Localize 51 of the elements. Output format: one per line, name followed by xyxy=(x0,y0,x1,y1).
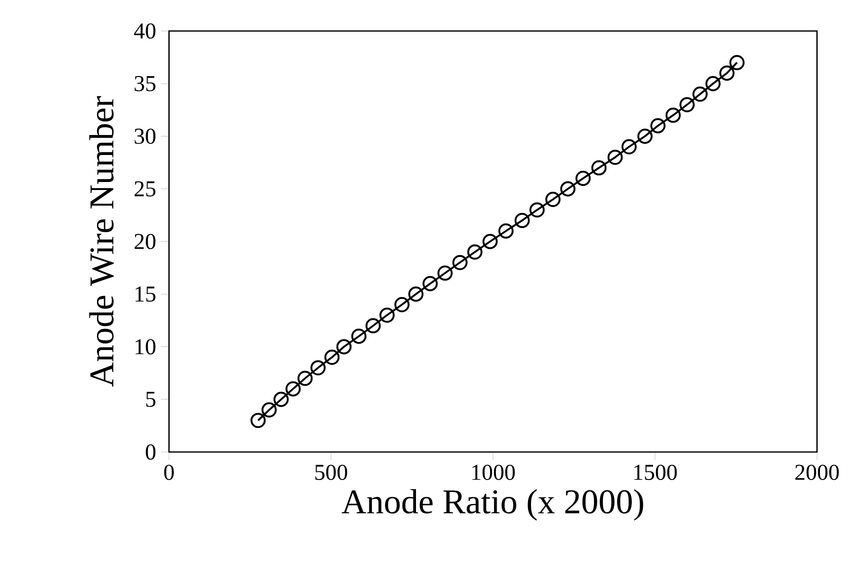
point xyxy=(336,339,352,354)
y-tick-label: 5 xyxy=(146,392,156,407)
x-tick-label: 0 xyxy=(164,464,174,480)
point xyxy=(394,297,410,312)
point xyxy=(274,392,289,407)
point xyxy=(351,328,366,344)
y-axis-title: Anode Wire Number xyxy=(89,96,114,387)
y-tick-label: 0 xyxy=(146,444,156,460)
x-tick-label: 500 xyxy=(315,464,348,480)
x-axis-title: Anode Ratio (x 2000) xyxy=(342,489,644,521)
point xyxy=(437,265,453,281)
point xyxy=(250,412,266,428)
point xyxy=(498,223,514,239)
point xyxy=(285,381,301,396)
x-tick-label: 2000 xyxy=(795,464,839,480)
point xyxy=(408,286,424,302)
y-tick-label: 40 xyxy=(134,23,156,39)
point xyxy=(692,86,708,102)
x-tick-label: 1000 xyxy=(472,464,515,480)
point xyxy=(705,76,721,92)
point xyxy=(719,65,735,81)
point xyxy=(366,318,381,334)
point xyxy=(608,150,623,165)
point xyxy=(545,192,561,207)
point xyxy=(379,308,395,323)
point xyxy=(310,360,326,376)
y-tick-label: 35 xyxy=(134,76,156,92)
point xyxy=(422,276,438,292)
point xyxy=(529,202,545,218)
point xyxy=(575,170,591,186)
point xyxy=(560,181,576,196)
point xyxy=(324,350,340,365)
point xyxy=(482,234,498,250)
point xyxy=(637,128,653,144)
point xyxy=(467,244,482,260)
point xyxy=(591,160,607,176)
point xyxy=(621,139,637,154)
y-tick-label: 30 xyxy=(134,128,156,144)
point xyxy=(452,254,468,270)
point xyxy=(514,212,530,228)
point xyxy=(729,54,745,70)
point xyxy=(666,108,681,123)
y-tick-label: 10 xyxy=(136,339,156,354)
y-tick-label: 25 xyxy=(134,181,156,196)
x-tick-label: 1500 xyxy=(634,464,677,480)
point xyxy=(297,370,313,386)
point xyxy=(650,118,666,134)
y-tick-label: 20 xyxy=(134,234,156,250)
point xyxy=(679,97,695,112)
point xyxy=(262,402,277,418)
y-tick-label: 15 xyxy=(136,286,156,302)
